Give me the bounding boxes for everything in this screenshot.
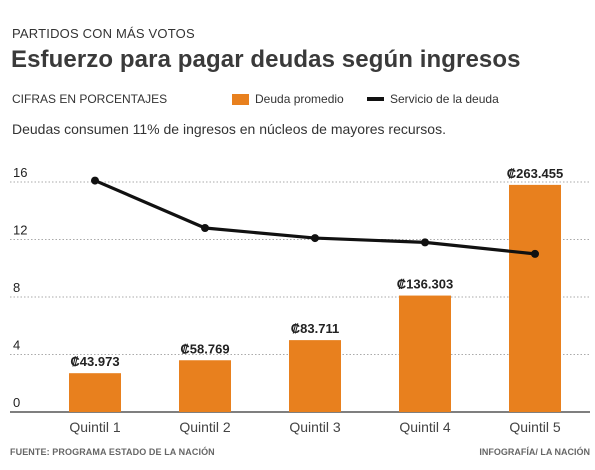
y-tick-label: 8 [13, 280, 20, 295]
legend-item-deuda: Deuda promedio [232, 92, 344, 106]
y-tick-label: 4 [13, 338, 20, 353]
legend-line-label: Servicio de la deuda [390, 92, 499, 106]
y-tick-label: 16 [13, 165, 27, 180]
x-tick-label: Quintil 4 [399, 419, 451, 435]
bar [399, 295, 451, 412]
chart-title: Esfuerzo para pagar deudas según ingreso… [11, 46, 521, 73]
x-tick-label: Quintil 3 [289, 419, 341, 435]
legend-line-swatch [367, 97, 384, 101]
chart-kicker: PARTIDOS CON MÁS VOTOS [12, 26, 195, 41]
x-tick-label: Quintil 5 [509, 419, 561, 435]
bar-data-label: ₡58.769 [180, 341, 229, 356]
unit-label: CIFRAS EN PORCENTAJES [12, 92, 168, 106]
bar-data-label: ₡136.303 [397, 277, 453, 292]
x-tick-label: Quintil 1 [69, 419, 121, 435]
line-point [421, 238, 429, 247]
y-tick-label: 0 [13, 395, 20, 410]
chart-subtitle: Deudas consumen 11% de ingresos en núcle… [12, 121, 446, 137]
line-point [311, 234, 319, 243]
legend-bar-swatch [232, 93, 249, 105]
credit-note: INFOGRAFÍA/ LA NACIÓN [479, 447, 590, 457]
bar-data-label: ₡43.973 [70, 354, 119, 369]
x-tick-label: Quintil 2 [179, 419, 231, 435]
bar [509, 184, 561, 412]
bar [69, 373, 121, 412]
legend-item-servicio: Servicio de la deuda [367, 92, 499, 106]
legend-bar-label: Deuda promedio [255, 92, 344, 106]
bar [289, 340, 341, 412]
line-point [91, 176, 99, 185]
service-line [94, 179, 536, 256]
bar-data-label: ₡83.711 [291, 321, 339, 336]
y-tick-label: 12 [13, 223, 27, 238]
source-note: FUENTE: PROGRAMA ESTADO DE LA NACIÓN [10, 447, 215, 457]
bar-data-label: ₡263.455 [507, 166, 563, 181]
line-point [531, 249, 539, 258]
bar [179, 360, 231, 412]
line-point [201, 224, 209, 232]
